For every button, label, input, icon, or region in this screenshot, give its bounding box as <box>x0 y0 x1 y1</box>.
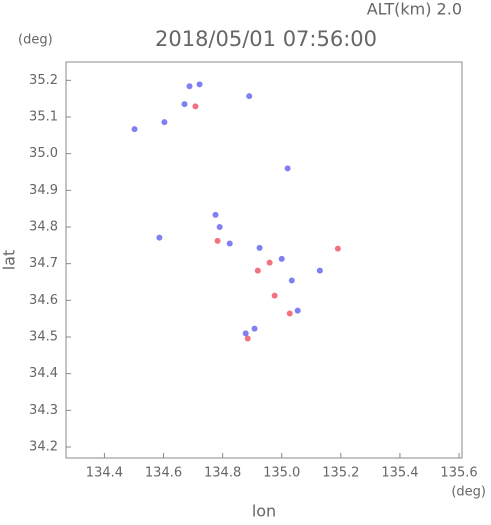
echo-point <box>131 126 138 133</box>
echo-point <box>334 245 341 252</box>
echo-point <box>214 237 221 244</box>
y-tick-label: 35.0 <box>29 146 58 161</box>
y-tick-label: 35.2 <box>29 73 58 88</box>
x-axis-label: lon <box>252 502 276 521</box>
echo-point <box>271 292 278 299</box>
y-tick-label: 34.8 <box>29 220 58 235</box>
x-tick-label: 134.4 <box>86 466 123 481</box>
echo-point <box>266 259 273 266</box>
echo-point <box>212 211 219 218</box>
x-tick-label: 134.8 <box>204 466 241 481</box>
echo-point <box>244 335 251 342</box>
y-tick-label: 34.3 <box>29 403 58 418</box>
echo-point <box>284 165 291 172</box>
echo-point <box>242 330 249 337</box>
echo-point <box>186 83 193 90</box>
echo-point <box>226 240 233 247</box>
echo-point <box>278 255 285 262</box>
echo-point <box>316 267 323 274</box>
x-tick-label: 134.6 <box>145 466 182 481</box>
x-tick-label: 135.6 <box>440 466 477 481</box>
y-unit: (deg) <box>18 33 53 48</box>
y-tick-label: 34.6 <box>29 293 58 308</box>
echo-point <box>254 267 261 274</box>
y-tick-label: 34.7 <box>29 256 58 271</box>
x-unit: (deg) <box>451 485 486 500</box>
echo-point <box>196 81 203 88</box>
echo-point <box>156 234 163 241</box>
plot-frame <box>65 61 463 459</box>
y-tick-label: 34.2 <box>29 440 58 455</box>
echo-point <box>246 93 253 100</box>
y-tick-label: 34.4 <box>29 366 58 381</box>
x-tick-label: 135.0 <box>263 466 300 481</box>
echo-point <box>216 224 223 230</box>
echo-point <box>294 307 301 314</box>
echo-point <box>256 244 263 251</box>
chart-title: 2018/05/01 07:56:00 <box>155 27 377 51</box>
subtitle: ALT(km) 2.0 <box>367 0 462 19</box>
x-tick-label: 135.2 <box>322 466 359 481</box>
echo-point <box>251 325 258 332</box>
echo-point <box>181 101 188 108</box>
y-tick-label: 35.1 <box>29 110 58 125</box>
echo-point <box>161 119 168 126</box>
y-tick-label: 34.5 <box>29 330 58 345</box>
y-axis-label: lat <box>0 250 19 271</box>
echo-point <box>288 277 295 284</box>
echo-point <box>192 103 199 110</box>
y-tick-label: 34.9 <box>29 183 58 198</box>
x-tick-label: 135.4 <box>381 466 418 481</box>
echo-point <box>286 310 293 317</box>
